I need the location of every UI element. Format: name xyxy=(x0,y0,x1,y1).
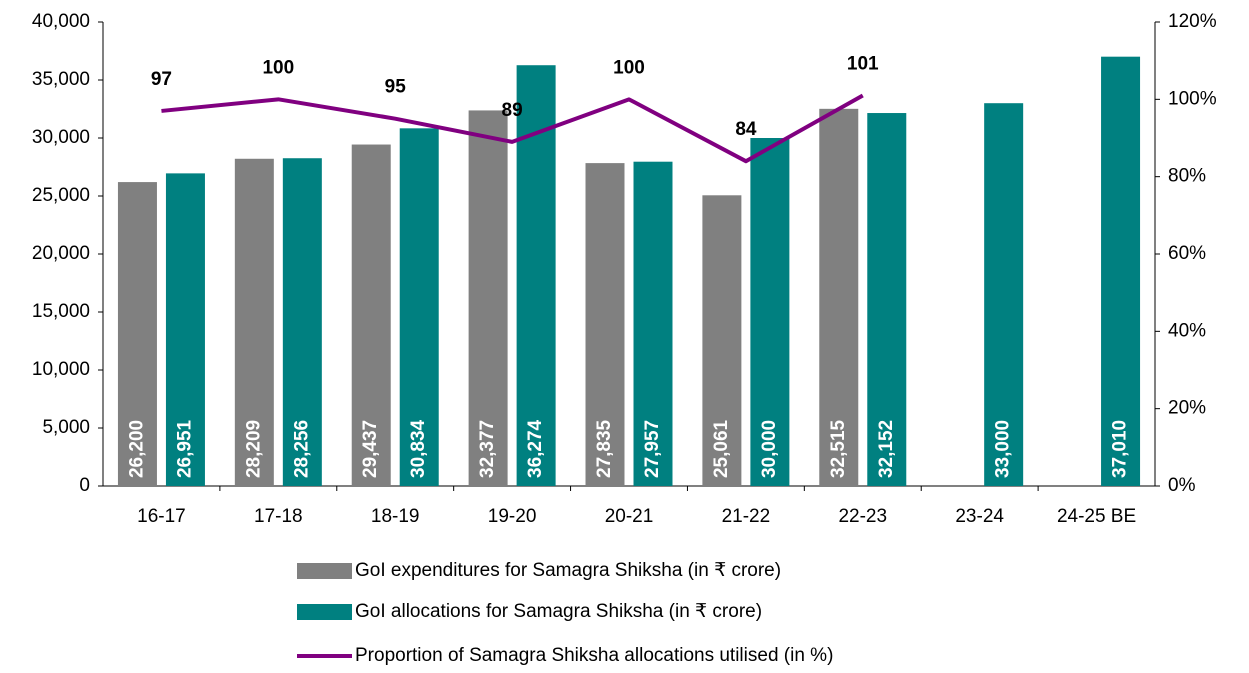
bar xyxy=(702,195,742,486)
line-value-label: 97 xyxy=(151,69,172,90)
bar xyxy=(282,158,322,486)
y-tick-label: 10,000 xyxy=(32,359,90,380)
bar xyxy=(750,138,790,486)
x-tick-label: 17-18 xyxy=(254,506,303,527)
y-tick-label: 40,000 xyxy=(32,11,90,32)
x-tick-label: 18-19 xyxy=(371,506,420,527)
bar-value-label: 32,377 xyxy=(477,420,498,478)
bar xyxy=(984,103,1024,486)
y-tick-label: 5,000 xyxy=(42,417,90,438)
bar-value-label: 30,000 xyxy=(759,420,780,478)
legend-label: GoI allocations for Samagra Shiksha (in … xyxy=(355,601,762,622)
bar xyxy=(351,144,391,486)
bar-value-label: 32,515 xyxy=(828,419,849,478)
bar-value-label: 28,256 xyxy=(291,420,312,478)
legend-swatch xyxy=(297,563,352,579)
x-tick-label: 20-21 xyxy=(605,506,654,527)
y-tick-label: 35,000 xyxy=(32,69,90,90)
y2-tick-label: 80% xyxy=(1168,166,1206,187)
bar xyxy=(234,158,274,486)
x-tick-label: 16-17 xyxy=(137,506,186,527)
x-tick-label: 23-24 xyxy=(955,506,1004,527)
bar xyxy=(468,110,508,486)
line-value-label: 100 xyxy=(613,57,645,78)
bar-value-label: 30,834 xyxy=(408,419,429,478)
bar xyxy=(117,182,157,486)
line-value-label: 100 xyxy=(262,57,294,78)
legend-label: Proportion of Samagra Shiksha allocation… xyxy=(355,645,833,666)
bar-value-label: 29,437 xyxy=(360,420,381,478)
y2-tick-label: 120% xyxy=(1168,11,1217,32)
y-tick-label: 15,000 xyxy=(32,301,90,322)
bar-value-label: 32,152 xyxy=(876,420,897,478)
bar-value-label: 36,274 xyxy=(525,419,546,478)
y2-tick-label: 20% xyxy=(1168,398,1206,419)
y-tick-label: 20,000 xyxy=(32,243,90,264)
y-tick-label: 0 xyxy=(79,475,90,496)
bar-value-label: 26,951 xyxy=(174,419,195,478)
line-value-label: 84 xyxy=(735,119,757,140)
legend-label: GoI expenditures for Samagra Shiksha (in… xyxy=(355,560,781,581)
bar-value-label: 28,209 xyxy=(243,420,264,478)
bar xyxy=(1101,56,1141,487)
y2-tick-label: 0% xyxy=(1168,475,1196,496)
x-tick-label: 21-22 xyxy=(722,506,771,527)
bar xyxy=(165,173,205,486)
x-tick-label: 24-25 BE xyxy=(1057,506,1136,527)
bar xyxy=(867,113,907,486)
y2-tick-label: 40% xyxy=(1168,320,1206,341)
bar xyxy=(516,65,556,486)
bar xyxy=(633,161,673,487)
line-value-label: 101 xyxy=(847,53,879,74)
y-tick-label: 25,000 xyxy=(32,185,90,206)
bar-value-label: 27,835 xyxy=(594,419,615,478)
bar-value-label: 33,000 xyxy=(993,420,1014,478)
bar xyxy=(819,108,859,487)
line xyxy=(161,93,864,164)
bar xyxy=(399,128,439,486)
line-value-label: 95 xyxy=(385,77,407,98)
y2-tick-label: 60% xyxy=(1168,243,1206,264)
bar-value-label: 26,200 xyxy=(126,420,147,478)
x-tick-label: 22-23 xyxy=(838,506,887,527)
y-tick-label: 30,000 xyxy=(32,127,90,148)
bar-value-label: 25,061 xyxy=(711,419,732,478)
line-value-label: 89 xyxy=(502,100,523,121)
y2-tick-label: 100% xyxy=(1168,88,1217,109)
x-tick-label: 19-20 xyxy=(488,506,537,527)
bar-value-label: 37,010 xyxy=(1110,420,1131,478)
bar-value-label: 27,957 xyxy=(642,420,663,478)
legend-swatch xyxy=(297,604,352,620)
bar xyxy=(585,163,625,486)
